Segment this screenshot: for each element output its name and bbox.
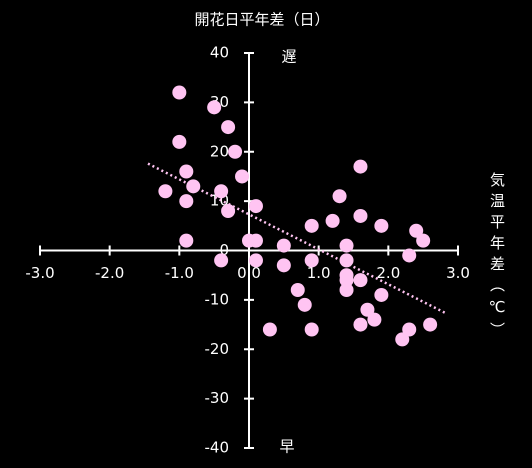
point	[402, 248, 417, 263]
point	[179, 194, 194, 209]
bottom-label: 早	[279, 438, 294, 456]
x-tick-label: -1.0	[165, 264, 194, 282]
y-tick-label: -40	[205, 439, 230, 457]
y-tick-label: -10	[205, 290, 230, 308]
point	[353, 208, 368, 223]
point	[207, 100, 222, 115]
point	[360, 302, 375, 317]
point	[228, 144, 243, 159]
x-tick-label: 2.0	[376, 264, 400, 282]
y-tick-label: -30	[205, 389, 230, 407]
point	[172, 85, 187, 100]
point	[290, 283, 305, 297]
point	[395, 332, 410, 347]
point	[409, 223, 424, 238]
y-tick-label: 20	[210, 142, 229, 160]
point	[374, 287, 389, 302]
point	[248, 199, 263, 214]
point	[416, 233, 431, 248]
point	[297, 297, 312, 312]
x-tick-label: -2.0	[95, 264, 124, 282]
point	[374, 218, 389, 233]
point	[262, 322, 277, 337]
point	[242, 233, 256, 248]
point	[353, 159, 368, 174]
x-axis-label: 気温平年差（℃）	[488, 172, 506, 343]
x-tick-label: -3.0	[25, 264, 54, 282]
point	[353, 317, 368, 332]
point	[235, 169, 250, 184]
point	[179, 233, 194, 248]
point	[304, 322, 319, 337]
y-tick-label: 40	[210, 44, 229, 62]
point	[221, 204, 236, 218]
y-tick-label: -20	[205, 340, 230, 358]
chart-title: 開花日平年差（日）	[194, 11, 329, 29]
point	[339, 238, 354, 253]
point	[172, 134, 187, 149]
point	[339, 253, 354, 268]
point	[276, 258, 291, 273]
point	[402, 322, 417, 337]
y-tick-label: 0	[219, 241, 229, 259]
x-tick-label: 1.0	[307, 264, 331, 282]
point	[423, 317, 438, 332]
point	[221, 120, 236, 135]
point	[332, 189, 347, 204]
point	[367, 312, 382, 327]
point	[214, 184, 229, 199]
point	[158, 184, 173, 199]
point	[276, 238, 291, 253]
top-label: 遅	[281, 48, 296, 66]
point	[325, 213, 340, 228]
point	[248, 253, 263, 268]
point	[304, 253, 319, 268]
point	[304, 218, 319, 233]
point	[214, 253, 229, 268]
x-tick-label: 0.0	[237, 264, 261, 282]
point	[339, 283, 354, 297]
x-tick-label: 3.0	[446, 264, 470, 282]
point	[186, 179, 201, 194]
point	[179, 164, 194, 179]
point	[353, 273, 368, 288]
point	[339, 273, 354, 288]
